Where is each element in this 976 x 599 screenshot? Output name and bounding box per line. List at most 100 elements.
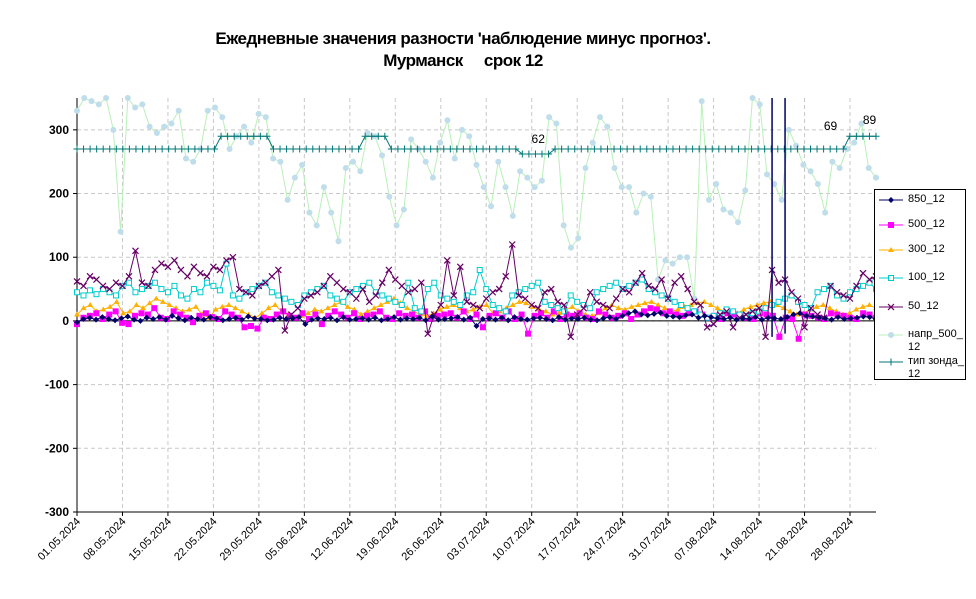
data-point (518, 150, 526, 158)
data-point (151, 305, 158, 312)
data-point (210, 282, 217, 289)
data-point (177, 311, 184, 318)
series-тип-зонда_12 (73, 132, 880, 158)
data-point (769, 312, 776, 319)
data-point (684, 254, 691, 261)
data-point (112, 279, 120, 287)
data-point (87, 302, 94, 307)
data-point (86, 272, 94, 280)
data-point (538, 150, 546, 158)
data-point (125, 321, 132, 328)
data-point (196, 312, 203, 319)
data-point (150, 316, 157, 323)
data-point (156, 314, 163, 321)
data-point (262, 114, 269, 121)
data-point (117, 228, 124, 235)
data-point (762, 333, 769, 341)
legend-label: тип зонда_12 (908, 355, 964, 380)
data-point (211, 145, 219, 153)
data-point (392, 298, 399, 305)
data-point (535, 279, 542, 286)
data-point (364, 308, 371, 314)
data-point (632, 279, 640, 287)
data-point (229, 292, 236, 299)
data-point (143, 314, 150, 321)
data-point (853, 314, 860, 321)
data-point (760, 300, 767, 306)
data-point (834, 311, 841, 318)
data-point (335, 238, 342, 245)
data-point (400, 145, 408, 153)
data-point (251, 315, 258, 322)
data-point (197, 145, 205, 153)
data-point (625, 310, 632, 317)
data-point (365, 316, 372, 323)
data-point (542, 308, 549, 314)
data-point (110, 126, 117, 133)
data-point (492, 145, 500, 153)
data-point (328, 209, 335, 216)
data-point (600, 286, 607, 293)
data-point (145, 145, 153, 153)
data-point (100, 306, 107, 312)
y-tick-label: 0 (62, 314, 69, 328)
data-point (793, 142, 800, 149)
data-point (833, 288, 841, 296)
data-point (866, 276, 873, 283)
data-point (322, 145, 330, 153)
data-point (80, 145, 88, 153)
annotation-label: 89 (863, 113, 877, 127)
data-point (560, 301, 568, 309)
data-point (333, 295, 340, 302)
data-point (377, 302, 384, 307)
data-point (424, 330, 432, 338)
data-point (385, 295, 392, 302)
data-point (326, 272, 334, 280)
data-point (827, 310, 834, 317)
data-point (321, 316, 328, 323)
legend-symbol (879, 303, 903, 311)
data-point (787, 145, 795, 153)
data-point (698, 98, 705, 105)
data-point (541, 288, 549, 296)
data-point (132, 247, 139, 255)
data-point (466, 145, 474, 153)
y-tick-label: -200 (45, 441, 69, 455)
data-point (410, 316, 417, 323)
data-point (860, 282, 867, 289)
data-point (422, 158, 429, 165)
data-point (203, 272, 211, 280)
data-point (238, 316, 245, 323)
data-point (742, 187, 749, 194)
data-point (232, 305, 239, 311)
data-point (580, 304, 588, 312)
y-tick-label: -100 (45, 378, 69, 392)
data-point (669, 260, 676, 267)
data-point (463, 298, 471, 306)
data-point (546, 114, 553, 121)
data-point (622, 306, 629, 312)
data-point (146, 123, 153, 130)
data-point (746, 316, 753, 323)
data-point (714, 315, 721, 322)
data-point (615, 312, 622, 319)
data-point (182, 155, 189, 162)
data-point (411, 305, 418, 312)
data-point (593, 289, 600, 296)
data-point (191, 145, 199, 153)
data-point (470, 289, 477, 296)
data-point (74, 107, 80, 114)
data-point (473, 311, 480, 318)
data-point (277, 158, 284, 165)
data-point (241, 123, 248, 130)
data-point (408, 136, 415, 143)
data-point (441, 316, 448, 323)
data-point (422, 317, 429, 324)
data-point (342, 165, 349, 172)
data-point (112, 317, 119, 324)
data-point (865, 165, 872, 172)
spike-lines (771, 98, 786, 337)
data-point (574, 316, 581, 323)
x-tick-label: 28.08.2024 (809, 516, 856, 563)
data-point (556, 310, 563, 316)
